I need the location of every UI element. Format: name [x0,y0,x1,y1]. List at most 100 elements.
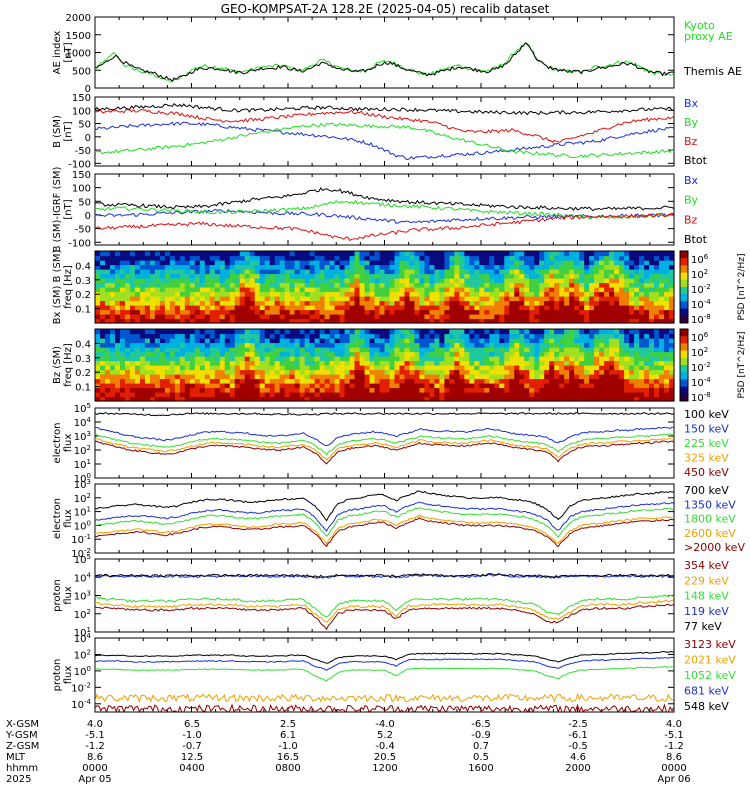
y-tick-label: 150 [72,93,91,104]
spectrogram-cell [419,291,426,297]
spectrogram-cell [469,282,475,288]
spectrogram-cell [554,318,560,324]
spectrogram-cell [444,296,450,302]
spectrogram-cell [134,342,141,348]
spectrogram-cell [324,318,331,324]
spectrogram-cell [204,392,211,398]
spectrogram-cell [279,356,286,362]
spectrogram-cell [629,296,635,302]
spectrogram-cell [469,309,475,315]
spectrogram-cell [449,396,455,402]
spectrogram-cell [114,296,121,302]
spectrogram-cell [464,383,470,389]
spectrogram-cell [474,282,480,288]
spectrogram-cell [334,351,341,357]
spectrogram-cell [339,287,346,293]
spectrogram-cell [639,392,645,398]
spectrogram-cell [369,260,376,266]
spectrogram-cell [144,251,151,257]
spectrogram-cell [484,383,490,389]
spectrogram-cell [614,342,620,348]
spectrogram-cell [599,314,605,320]
spectrogram-cell [199,329,206,335]
spectrogram-cell [524,318,530,324]
spectrogram-cell [469,329,475,335]
spectrogram-cell [274,360,281,366]
spectrogram-cell [229,314,236,320]
spectrogram-cell [554,396,560,402]
spectrogram-cell [284,273,291,279]
spectrogram-cell [95,374,101,380]
spectrogram-cell [429,365,436,371]
spectrogram-cell [499,255,505,261]
spectrogram-cell [184,300,191,306]
spectrogram-cell [334,329,341,335]
spectrogram-cell [634,342,640,348]
spectrogram-cell [119,378,126,384]
spectrogram-cell [284,351,291,357]
spectrogram-cell [264,342,271,348]
spectrogram-cell [474,396,480,402]
series-325-kev [95,437,674,461]
spectrogram-cell [569,365,575,371]
spectrogram-cell [454,282,460,288]
y-tick-label: 0 [85,84,91,95]
spectrogram-cell [179,255,186,261]
spectrogram-cell [349,329,356,335]
spectrogram-cell [399,351,406,357]
spectrogram-cell [419,305,426,311]
spectrogram-cell [344,273,351,279]
spectrogram-cell [109,342,116,348]
spectrogram-cell [364,378,371,384]
spectrogram-cell [169,278,176,284]
spectrogram-cell [639,378,645,384]
spectrogram-cell [249,333,256,339]
spectrogram-cell [549,309,555,315]
spectrogram-cell [289,365,296,371]
spectrogram-cell [129,383,136,389]
legend-entry: By [684,194,699,207]
spectrogram-cell [584,374,590,380]
spectrogram-cell [479,291,485,297]
spectrogram-cell [404,374,411,380]
spectrogram-cell [484,360,490,366]
spectrogram-cell [654,287,660,293]
spectrogram-cell [589,309,595,315]
spectrogram-cell [559,318,565,324]
spectrogram-cell [499,260,505,266]
spectrogram-cell [95,305,101,311]
spectrogram-cell [334,300,341,306]
spectrogram-cell [544,396,550,402]
spectrogram-cell [579,260,585,266]
spectrogram-cell [99,282,106,288]
spectrogram-cell [474,278,480,284]
spectrogram-cell [234,269,241,275]
spectrogram-cell [144,342,151,348]
spectrogram-cell [624,351,630,357]
spectrogram-cell [644,333,650,339]
y-tick-label: 100 [74,519,91,532]
spectrogram-cell [459,251,465,257]
spectrogram-cell [514,392,520,398]
spectrogram-cell [154,356,161,362]
spectrogram-cell [389,260,396,266]
y-axis-label: freq [Hz] [63,343,74,387]
spectrogram-cell [654,296,660,302]
spectrogram-cell [299,269,306,275]
spectrogram-cell [154,282,161,288]
spectrogram-cell [534,347,540,353]
spectrogram-cell [239,333,246,339]
spectrogram-cell [494,282,500,288]
spectrogram-cell [494,318,500,324]
spectrogram-cell [204,333,211,339]
spectrogram-cell [539,378,545,384]
spectrogram-cell [164,392,171,398]
spectrogram-cell [179,305,186,311]
spectrogram-cell [644,360,650,366]
spectrogram-cell [569,356,575,362]
spectrogram-cell [189,251,196,257]
spectrogram-cell [124,282,131,288]
spectrogram-cell [284,329,291,335]
spectrogram-cell [624,255,630,261]
footer-value: -2.5 [568,719,588,730]
